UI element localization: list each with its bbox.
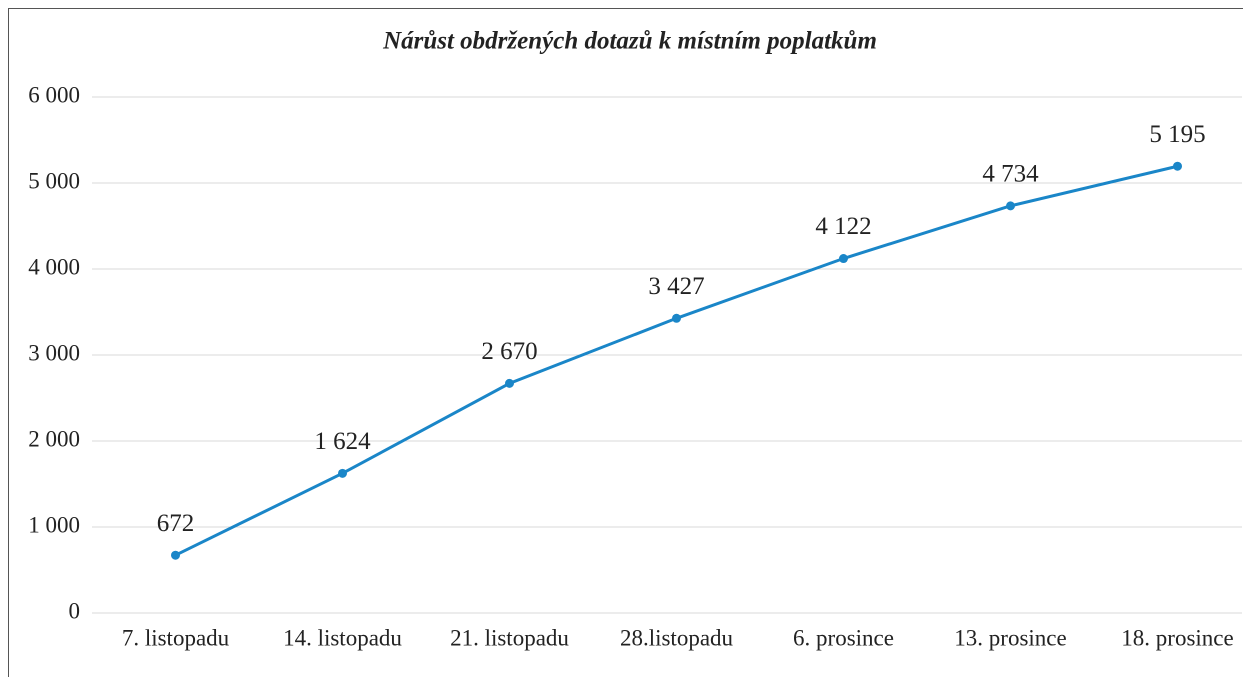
point bbox=[1173, 162, 1182, 171]
x-tick-label: 13. prosince bbox=[954, 625, 1066, 650]
chart-title: Nárůst obdržených dotazů k místním popla… bbox=[382, 28, 877, 55]
y-tick-label: 3 000 bbox=[28, 340, 80, 365]
line bbox=[176, 166, 1178, 555]
data-label: 2 670 bbox=[481, 338, 537, 365]
data-label: 5 195 bbox=[1149, 121, 1205, 148]
y-tick-label: 4 000 bbox=[28, 254, 80, 279]
y-tick-label: 1 000 bbox=[28, 512, 80, 537]
y-tick-label: 2 000 bbox=[28, 426, 80, 451]
data-label: 3 427 bbox=[648, 273, 704, 300]
x-tick-label: 14. listopadu bbox=[283, 625, 402, 650]
point bbox=[672, 314, 681, 323]
point bbox=[505, 379, 514, 388]
point bbox=[839, 254, 848, 263]
y-tick-label: 6 000 bbox=[28, 82, 80, 107]
y-tick-label: 0 bbox=[69, 598, 81, 623]
chart-frame bbox=[9, 9, 1243, 678]
point bbox=[1006, 201, 1015, 210]
y-tick-label: 5 000 bbox=[28, 168, 80, 193]
x-tick-label: 18. prosince bbox=[1121, 625, 1233, 650]
point bbox=[338, 469, 347, 478]
point bbox=[171, 551, 180, 560]
data-label: 672 bbox=[157, 510, 195, 537]
data-label: 4 734 bbox=[982, 161, 1039, 188]
x-tick-label: 21. listopadu bbox=[450, 625, 569, 650]
x-tick-label: 7. listopadu bbox=[122, 625, 230, 650]
data-label: 4 122 bbox=[815, 213, 871, 240]
data-label: 1 624 bbox=[314, 428, 371, 455]
x-tick-label: 6. prosince bbox=[793, 625, 894, 650]
x-tick-label: 28.listopadu bbox=[620, 625, 734, 650]
